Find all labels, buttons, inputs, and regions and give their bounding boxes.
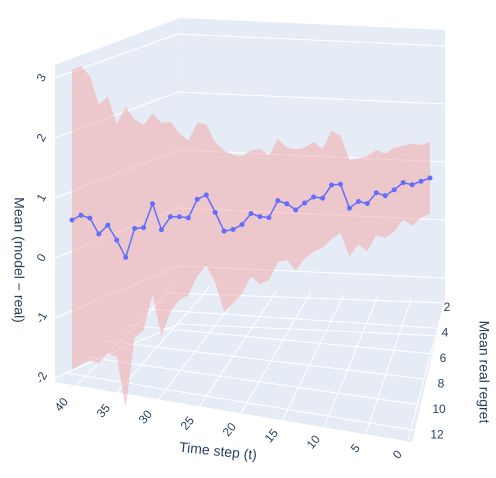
grid-line	[365, 297, 412, 434]
marker	[96, 231, 102, 237]
y-tick-label: 10	[432, 402, 446, 416]
z-tick-label: 3	[34, 71, 50, 84]
x-tick-label: 15	[262, 426, 282, 445]
floor-pane	[55, 285, 445, 442]
marker	[382, 193, 388, 199]
marker	[284, 201, 290, 207]
grid-line	[407, 299, 446, 441]
x-axis-title: Time step (t)	[178, 439, 257, 463]
marker	[221, 228, 227, 234]
grid-line	[105, 340, 426, 380]
marker	[150, 201, 156, 207]
marker	[159, 227, 164, 233]
z-tick-label: -2	[33, 369, 51, 386]
marker	[87, 215, 93, 221]
grid-line	[85, 356, 420, 406]
marker	[141, 225, 147, 231]
marker	[320, 195, 326, 201]
grid-line	[197, 290, 278, 410]
z-tick-label: 2	[34, 131, 50, 144]
marker	[114, 237, 120, 243]
marker	[239, 222, 245, 228]
y-axis-title: Mean real regret	[476, 321, 492, 424]
grid-line	[125, 324, 432, 355]
marker	[257, 214, 263, 220]
y-tick-label: 4	[442, 325, 449, 339]
x-tick-label: 30	[136, 407, 156, 426]
marker	[302, 200, 308, 206]
grid-line	[165, 292, 443, 304]
marker	[391, 187, 397, 193]
marker	[373, 190, 379, 196]
marker	[409, 182, 415, 188]
marker	[266, 215, 272, 221]
marker	[311, 194, 317, 200]
marker	[123, 254, 129, 260]
marker	[346, 205, 352, 211]
marker	[338, 181, 343, 187]
y-tick-label: 2	[444, 300, 451, 314]
marker	[364, 201, 370, 207]
marker	[400, 180, 406, 186]
grid-line	[113, 286, 211, 397]
marker	[248, 210, 254, 216]
marker	[132, 225, 138, 231]
y-tick-label: 12	[430, 427, 444, 441]
x-tick-label: 40	[52, 395, 72, 414]
marker	[329, 182, 335, 188]
x-tick-label: 35	[94, 401, 114, 420]
y-tick-label: 8	[438, 376, 445, 390]
marker	[427, 175, 433, 181]
grid-line	[239, 292, 311, 416]
x-tick-label: 5	[348, 441, 363, 455]
marker	[185, 215, 191, 221]
marker	[275, 198, 281, 204]
grid-line	[177, 91, 446, 105]
marker	[176, 214, 182, 220]
x-tick-label: 10	[304, 432, 324, 451]
grid-line	[323, 296, 379, 428]
marker	[212, 209, 218, 215]
marker	[230, 226, 236, 232]
grid-line	[281, 294, 345, 422]
marker	[69, 217, 75, 223]
marker	[293, 207, 299, 213]
z-tick-label: -1	[33, 309, 51, 326]
y-tick-label: 6	[440, 351, 447, 365]
marker	[105, 222, 111, 228]
grid-line	[177, 33, 446, 47]
marker	[355, 199, 361, 205]
marker	[78, 212, 84, 218]
marker	[167, 214, 173, 220]
z-tick-label: 0	[34, 251, 50, 264]
x-tick-label: 0	[390, 447, 405, 461]
x-tick-label: 25	[178, 413, 198, 432]
grid-line	[145, 308, 437, 329]
marker	[194, 196, 200, 202]
marker	[203, 192, 209, 198]
z-tick-label: 1	[34, 191, 50, 204]
error-band	[72, 66, 430, 408]
z-axis-title: Mean (model − real)	[11, 197, 27, 323]
x-tick-label: 20	[220, 420, 240, 439]
grid-line	[177, 323, 446, 337]
marker	[418, 178, 424, 184]
